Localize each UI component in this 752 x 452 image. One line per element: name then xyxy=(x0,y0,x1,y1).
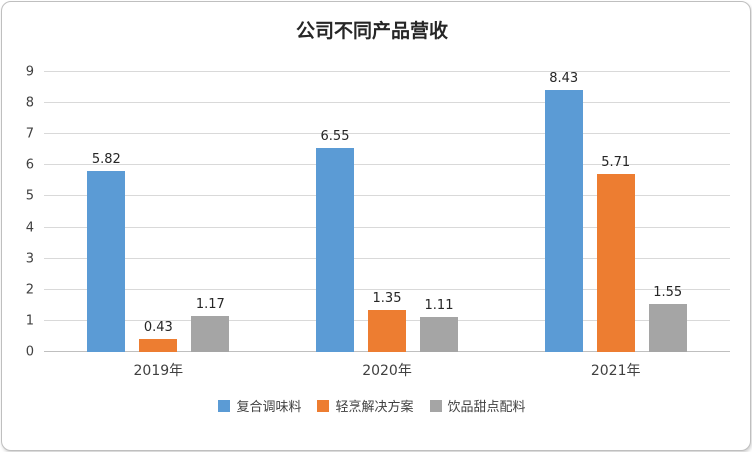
plot-wrap: 5.82 0.43 1.17 6.55 1.35 1.11 8.43 5.71 1.55 201… xyxy=(44,71,730,388)
bar-group-2: 8.43 5.71 1.55 xyxy=(501,72,730,352)
gridline xyxy=(44,288,730,290)
legend-item-2: 饮品甜点配料 xyxy=(429,396,526,415)
x-axis: 2019年 2020年 2021年 xyxy=(44,352,730,388)
legend-label: 饮品甜点配料 xyxy=(447,400,526,415)
y-axis: 0 1 2 3 4 5 6 7 8 9 xyxy=(14,66,44,359)
data-label: 1.17 xyxy=(195,296,225,312)
legend-item-0: 复合调味料 xyxy=(218,396,301,415)
gridline xyxy=(44,257,730,259)
legend-swatch-icon xyxy=(429,399,442,412)
bar-wrap-2-1: 5.71 xyxy=(596,72,635,352)
chart-title: 公司不同产品营收 xyxy=(295,20,448,42)
plot-area: 5.82 0.43 1.17 6.55 1.35 1.11 8.43 5.71 1.55 xyxy=(44,71,730,352)
y-tick-label: 2 xyxy=(25,282,34,298)
y-tick-label: 4 xyxy=(25,220,34,236)
bar-series-2 xyxy=(648,303,687,352)
gridline xyxy=(44,71,730,72)
legend-label: 复合调味料 xyxy=(236,400,302,415)
bar-group-1: 6.55 1.35 1.11 xyxy=(273,72,502,352)
y-tick-label: 5 xyxy=(25,188,34,204)
bar-groups: 5.82 0.43 1.17 6.55 1.35 1.11 8.43 5.71 1.55 xyxy=(44,72,730,352)
data-label: 0.43 xyxy=(143,319,173,335)
data-label: 1.55 xyxy=(653,284,683,300)
legend: 复合调味料 轻烹解决方案 饮品甜点配料 xyxy=(14,396,730,415)
bar-wrap-0-2: 1.17 xyxy=(191,72,230,352)
bar-series-2 xyxy=(420,317,458,352)
bar-series-0 xyxy=(544,90,583,352)
bar-series-0 xyxy=(87,170,126,352)
bar-series-2 xyxy=(191,315,230,352)
y-tick-label: 6 xyxy=(25,157,34,173)
y-tick-label: 1 xyxy=(25,313,34,329)
y-tick-label: 3 xyxy=(25,251,34,267)
bar-wrap-1-0: 6.55 xyxy=(316,72,354,352)
bar-wrap-2-2: 1.55 xyxy=(648,72,687,352)
bar-series-1 xyxy=(139,338,178,352)
gridline xyxy=(44,164,730,166)
bar-wrap-1-2: 1.11 xyxy=(420,72,458,352)
legend-item-1: 轻烹解决方案 xyxy=(317,396,414,415)
x-category-label-2: 2021年 xyxy=(590,363,641,379)
y-tick-label: 0 xyxy=(25,344,34,360)
gridline xyxy=(44,133,730,135)
x-category-label-1: 2020年 xyxy=(362,363,412,379)
y-tick-label: 8 xyxy=(25,95,34,111)
bar-wrap-0-0: 5.82 xyxy=(87,72,126,352)
bar-series-0 xyxy=(316,148,354,352)
y-tick-label: 9 xyxy=(25,64,34,80)
data-label: 6.55 xyxy=(320,129,350,145)
bar-wrap-1-1: 1.35 xyxy=(368,72,406,352)
data-label: 8.43 xyxy=(549,71,579,86)
x-category-label-0: 2019年 xyxy=(133,363,184,379)
data-label: 1.35 xyxy=(372,291,402,306)
data-label: 5.71 xyxy=(601,155,631,171)
bar-series-1 xyxy=(368,310,406,352)
bar-wrap-2-0: 8.43 xyxy=(544,71,583,352)
y-tick-label: 7 xyxy=(25,126,34,142)
gridline xyxy=(44,102,730,104)
bar-series-1 xyxy=(596,174,635,352)
data-label: 5.82 xyxy=(91,151,121,167)
legend-label: 轻烹解决方案 xyxy=(335,400,414,415)
legend-swatch-icon xyxy=(317,399,330,412)
gridline xyxy=(44,226,730,228)
legend-swatch-icon xyxy=(218,399,231,412)
bar-wrap-0-1: 0.43 xyxy=(139,72,178,352)
bar-group-0: 5.82 0.43 1.17 xyxy=(44,72,273,352)
data-label: 1.11 xyxy=(424,298,454,314)
gridline xyxy=(44,195,730,197)
